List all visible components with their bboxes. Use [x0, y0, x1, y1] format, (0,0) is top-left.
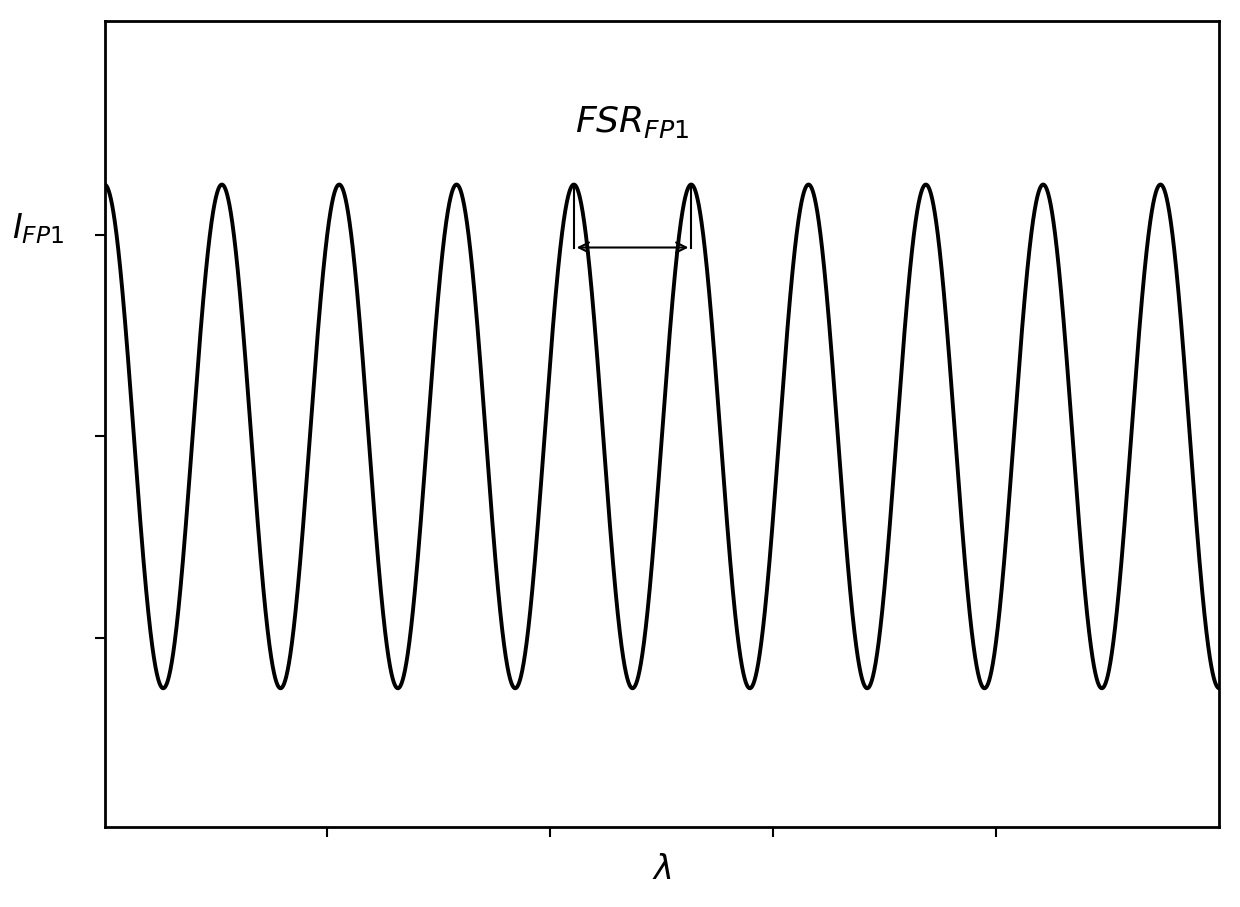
- X-axis label: $\lambda$: $\lambda$: [652, 853, 672, 886]
- Text: $FSR_{FP1}$: $FSR_{FP1}$: [575, 103, 689, 140]
- Y-axis label: $I_{FP1}$: $I_{FP1}$: [11, 212, 63, 247]
